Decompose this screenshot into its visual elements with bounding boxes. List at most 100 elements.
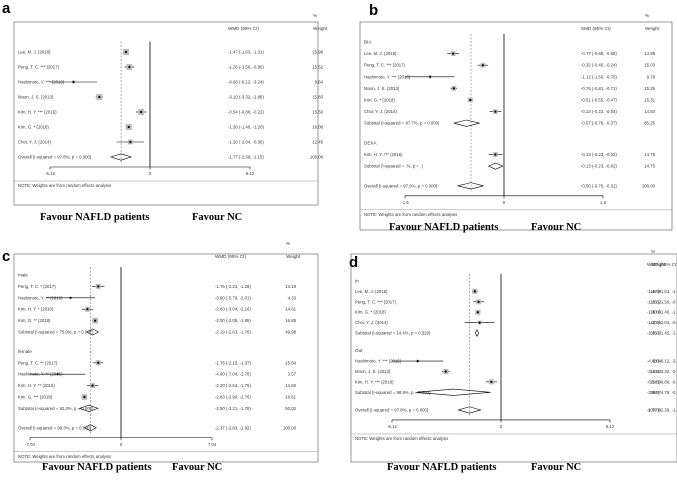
effect-ci-value: -4.90 (-7.04, -2.76) <box>215 372 251 377</box>
study-label: Moon, J. S. (2013) <box>18 95 54 100</box>
study-label: Peng, T. C. *** (2017) <box>355 299 397 304</box>
weight-value: 14.60 <box>285 383 296 388</box>
favour-left-label: Favour NAFLD patients <box>40 212 150 223</box>
forest-panel-c: c WMD (95% CI)% Weight -7.04 0 7.04 male Peng,… <box>0 240 332 481</box>
study-label: Peng, T. C. *** (2017) <box>364 63 406 68</box>
study-label: Hashimoto, Y. ** (2016) <box>18 295 63 300</box>
effect-ci-value: -0.32 (-0.40, -0.24) <box>581 63 617 68</box>
effect-ci-value: -0.13 (-0.22, -0.04) <box>581 109 617 114</box>
study-label: Choi, Y. J. (2014) <box>18 140 51 145</box>
subtotal-label: Subtotal (I-squared = 97.7%, p = 0.000) <box>364 121 440 126</box>
weight-value: 49.98 <box>285 330 296 335</box>
study-label: Peng, T. C. ** (2017) <box>18 360 58 365</box>
subgroup-header: BIA <box>364 40 372 45</box>
point-estimate <box>94 319 97 322</box>
point-estimate <box>69 296 72 299</box>
overall-diamond <box>83 424 97 432</box>
point-estimate <box>494 110 497 113</box>
weight-value: 15.25 <box>644 86 655 91</box>
weight-value: 15.98 <box>312 50 323 55</box>
study-label: Kim, H. Y. * (2016) <box>18 307 54 312</box>
study-label: Moon, J. S. (2013) <box>355 369 391 374</box>
weight-value: 15.31 <box>644 98 655 103</box>
weight-value: 60.03 <box>650 331 661 336</box>
effect-ci-value: -1.20 (-2.04, -0.36) <box>647 320 677 325</box>
weight-value: 12.45 <box>312 140 323 145</box>
point-estimate <box>452 87 455 90</box>
study-label: Kim, H. Y. *** (2016) <box>364 152 403 157</box>
study-label: Lee, M. J. (2018) <box>364 51 397 56</box>
effect-ci-value: -1.47 (-1.63, -1.31) <box>228 50 264 55</box>
forest-panel-a: a WMD (95% CI)% Weight -6.12 0 6.12 Lee, M. J… <box>0 0 332 233</box>
weight-value: 16.85 <box>285 318 296 323</box>
subtotal-label: Subtotal (I-squared = 98.9%, p = 0.000) <box>355 390 431 395</box>
study-label: Kim, G. * (2018) <box>355 310 386 315</box>
subgroup-header: DEXA <box>364 140 377 145</box>
forest-panel-d: d WMD (95% CI)% Weight -6.12 0 6.12 In Lee, M.… <box>345 240 677 481</box>
effect-ci-value: -2.83 (-2.90, -2.76) <box>215 394 251 399</box>
study-label: Lee, M. J. (2018) <box>18 50 51 55</box>
point-estimate <box>97 285 100 288</box>
point-estimate <box>416 359 419 363</box>
point-estimate <box>72 80 75 84</box>
overall-label: Overall (I-squared = 97.8%, p = 0.000) <box>355 407 429 412</box>
effect-ci-value: -2.37 (-2.83, -1.92) <box>215 425 251 430</box>
weight-value: 16.81 <box>285 394 296 399</box>
study-label: Peng, T. C. *** (2017) <box>18 65 60 70</box>
point-estimate <box>98 95 101 99</box>
weight-value: 15.52 <box>650 299 661 304</box>
panel-label: c <box>2 248 11 265</box>
weight-value: 15.50 <box>650 379 661 384</box>
effect-ci-value: -2.20 (-2.64, -1.76) <box>215 383 251 388</box>
random-effects-note: NOTE: Weights are from random effects an… <box>18 183 111 188</box>
weight-value: 4.33 <box>288 295 297 300</box>
weight-header: Weight <box>645 26 660 31</box>
effect-header: WMD (95% CI) <box>228 26 259 31</box>
study-label: Peng, T. C. * (2017) <box>18 284 56 289</box>
random-effects-note: NOTE: Weights are from random effects an… <box>355 436 448 441</box>
panel-frame <box>359 21 673 231</box>
panel-label: a <box>2 0 11 17</box>
weight-value: 12.45 <box>650 320 661 325</box>
effect-ci-value: -1.20 (-2.04, -0.36) <box>228 140 264 145</box>
point-estimate <box>124 50 128 54</box>
effect-ci-value: -0.77 (-0.86, -0.68) <box>581 51 617 56</box>
effect-ci-value: -2.68 (-4.78, -0.59) <box>647 390 677 395</box>
point-estimate <box>478 321 481 324</box>
study-label: Kim, H. Y. *** (2016) <box>18 110 57 115</box>
weight-header: Weight <box>286 254 301 259</box>
point-estimate <box>490 380 493 383</box>
x-tick-label: -7.04 <box>25 442 35 447</box>
subgroup-header: male <box>18 273 28 278</box>
favour-left-label: Favour NAFLD patients <box>42 462 152 473</box>
effect-ci-value: -1.47 (-1.63, -1.31) <box>647 289 677 294</box>
x-tick-label: -6.12 <box>45 171 55 176</box>
overall-diamond <box>457 406 482 414</box>
point-estimate <box>473 290 476 293</box>
study-label: Choi, Y. J. (2014) <box>364 109 397 114</box>
effect-ci-value: -2.19 (-2.63, -1.76) <box>215 330 251 335</box>
point-estimate <box>128 65 131 69</box>
weight-value: 14.19 <box>285 284 296 289</box>
weight-percent: % <box>645 13 649 18</box>
weight-value: 50.02 <box>285 406 296 411</box>
x-tick-label: 7.04 <box>208 442 217 447</box>
weight-value: 100.00 <box>283 425 297 430</box>
weight-value: 100.00 <box>648 407 662 412</box>
weight-value: 15.83 <box>312 95 323 100</box>
x-tick-label: -6.12 <box>387 424 397 429</box>
point-estimate <box>444 370 447 373</box>
effect-ci-value: -1.12 (-1.50, -0.75) <box>581 74 617 79</box>
point-estimate <box>481 64 484 67</box>
panel-frame <box>350 253 677 463</box>
effect-ci-value: -2.00 (-2.05, -1.95) <box>215 318 251 323</box>
panel-frame <box>13 21 319 206</box>
subtotal-label: Subtotal (I-squared = 75.9%, p = 0.007) <box>18 330 94 335</box>
overall-label: Overall (I-squared = 97.6%, p = 0.000) <box>364 183 438 188</box>
weight-value: 8.64 <box>653 359 662 364</box>
weight-value: 100.00 <box>642 183 656 188</box>
weight-value: 14.61 <box>285 307 296 312</box>
x-tick-label: 0 <box>503 200 506 205</box>
effect-ci-value: -0.76 (-0.81, -0.71) <box>581 86 617 91</box>
subtotal-label: Subtotal (I-squared = 92.3%, p = 0.000) <box>18 406 94 411</box>
